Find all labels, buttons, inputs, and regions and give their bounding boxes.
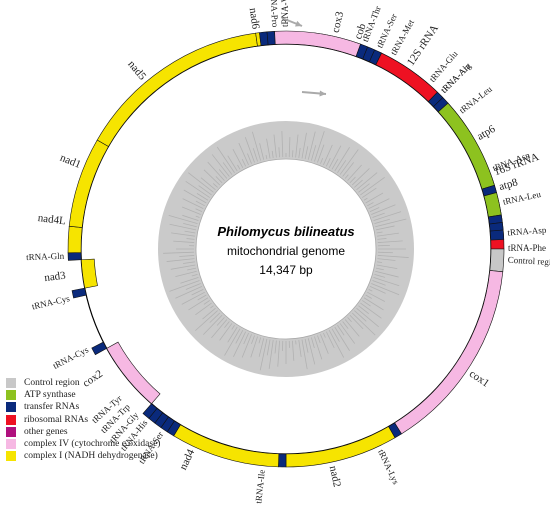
gene-label: nad6 <box>247 7 262 30</box>
gene-arc-trna-cys <box>71 287 87 299</box>
gene-label: tRNA-Leu <box>502 189 542 207</box>
gene-arc-atp6 <box>437 102 495 190</box>
gene-label: tRNA-Lys <box>376 448 401 487</box>
legend-label: ribosomal RNAs <box>24 414 89 425</box>
inner-gc-ring <box>158 121 414 377</box>
gene-arc-atp8 <box>483 192 502 218</box>
legend-item: Control region <box>6 377 226 389</box>
gene-arc-trna-gln <box>67 252 82 261</box>
gene-arc-nad3 <box>80 258 98 289</box>
gene-label: cox1 <box>467 368 491 390</box>
genome-subtitle: mitochondrial genome <box>227 244 345 258</box>
legend-swatch <box>6 378 16 389</box>
legend-label: other genes <box>24 426 68 437</box>
gene-label: tRNA-Phe <box>508 243 546 253</box>
gene-label: atp6 <box>475 123 498 143</box>
gene-arc-nad5 <box>96 32 258 147</box>
gene-arc-cox2 <box>106 341 161 405</box>
genome-title: Philomycus bilineatus <box>217 224 354 239</box>
gene-arc-nad4l <box>67 225 83 254</box>
genome-size: 14,347 bp <box>259 263 313 277</box>
gene-arc-trna-asp <box>489 222 504 232</box>
gene-label: cob <box>352 21 369 40</box>
legend-swatch <box>6 426 16 437</box>
gene-arc-cox3 <box>274 30 361 57</box>
legend: Control region ATP synthase transfer RNA… <box>6 377 226 462</box>
direction-arrowhead <box>295 20 302 27</box>
legend-label: transfer RNAs <box>24 402 80 413</box>
direction-arrowhead <box>319 90 326 97</box>
gene-label: tRNA-Pro <box>268 0 280 28</box>
legend-swatch <box>6 402 16 413</box>
gene-arc-nad1 <box>68 139 109 228</box>
legend-item: ATP synthase <box>6 389 226 401</box>
gene-arc-nad2 <box>285 426 396 468</box>
legend-item: ribosomal RNAs <box>6 414 226 426</box>
gene-label: nad3 <box>44 270 67 285</box>
gene-arc-trna-ile <box>278 453 287 468</box>
legend-item: transfer RNAs <box>6 401 226 413</box>
gene-arc-trna-phe <box>489 229 505 241</box>
feature-arcs <box>67 30 505 468</box>
legend-label: complex I (NADH dehydrogenase) <box>24 451 158 462</box>
gene-label: tRNA-Cys <box>31 293 71 312</box>
gene-label: nad5 <box>125 58 148 82</box>
gene-label: tRNA-Ile <box>253 469 266 504</box>
legend-item: complex I (NADH dehydrogenase) <box>6 450 226 462</box>
legend-item: other genes <box>6 426 226 438</box>
gene-label: tRNA-Cys <box>51 344 90 371</box>
gene-arc-control-region <box>489 248 505 273</box>
legend-label: ATP synthase <box>24 390 76 401</box>
legend-item: complex IV (cytochrome c oxidase) <box>6 438 226 450</box>
gene-label: atp8 <box>498 176 520 193</box>
direction-arrows <box>281 17 327 97</box>
legend-swatch <box>6 390 16 401</box>
gene-label: tRNA-Asp <box>507 225 547 238</box>
gene-label: nad1 <box>58 152 82 171</box>
gene-label: Control region <box>507 255 550 268</box>
gene-label: tRNA-Gln <box>26 251 65 262</box>
legend-swatch <box>6 439 16 450</box>
gene-arc-trna-val <box>266 30 276 46</box>
legend-label: complex IV (cytochrome c oxidase) <box>24 439 161 450</box>
legend-label: Control region <box>24 378 80 389</box>
legend-swatch <box>6 451 16 462</box>
gene-arc-trna-pro <box>259 31 269 46</box>
gene-label: tRNA-Leu <box>457 84 494 116</box>
gene-arc-trna-cys <box>91 341 108 356</box>
gene-label: nad2 <box>327 465 343 488</box>
gene-label: cox3 <box>330 10 347 34</box>
gene-arc-cox1 <box>394 270 504 435</box>
legend-swatch <box>6 414 16 425</box>
gene-label: tRNA-Val <box>280 0 290 27</box>
gene-label: nad4L <box>37 212 67 227</box>
